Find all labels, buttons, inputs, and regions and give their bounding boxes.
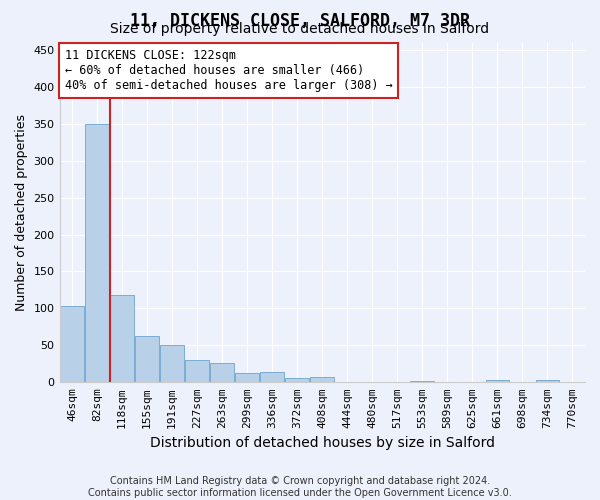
Bar [160,346,184,383]
Y-axis label: Number of detached properties: Number of detached properties [15,114,28,311]
Bar [185,360,209,382]
Bar [286,378,309,382]
Bar [485,380,509,382]
Text: Contains HM Land Registry data © Crown copyright and database right 2024.
Contai: Contains HM Land Registry data © Crown c… [88,476,512,498]
X-axis label: Distribution of detached houses by size in Salford: Distribution of detached houses by size … [150,436,495,450]
Text: Size of property relative to detached houses in Salford: Size of property relative to detached ho… [110,22,490,36]
Bar [60,306,84,382]
Bar [235,374,259,382]
Bar [135,336,159,382]
Bar [310,377,334,382]
Bar [110,295,134,382]
Bar [260,372,284,382]
Bar [536,380,559,382]
Text: 11 DICKENS CLOSE: 122sqm
← 60% of detached houses are smaller (466)
40% of semi-: 11 DICKENS CLOSE: 122sqm ← 60% of detach… [65,50,392,92]
Bar [410,381,434,382]
Bar [85,124,109,382]
Bar [210,363,234,382]
Text: 11, DICKENS CLOSE, SALFORD, M7 3DR: 11, DICKENS CLOSE, SALFORD, M7 3DR [130,12,470,30]
